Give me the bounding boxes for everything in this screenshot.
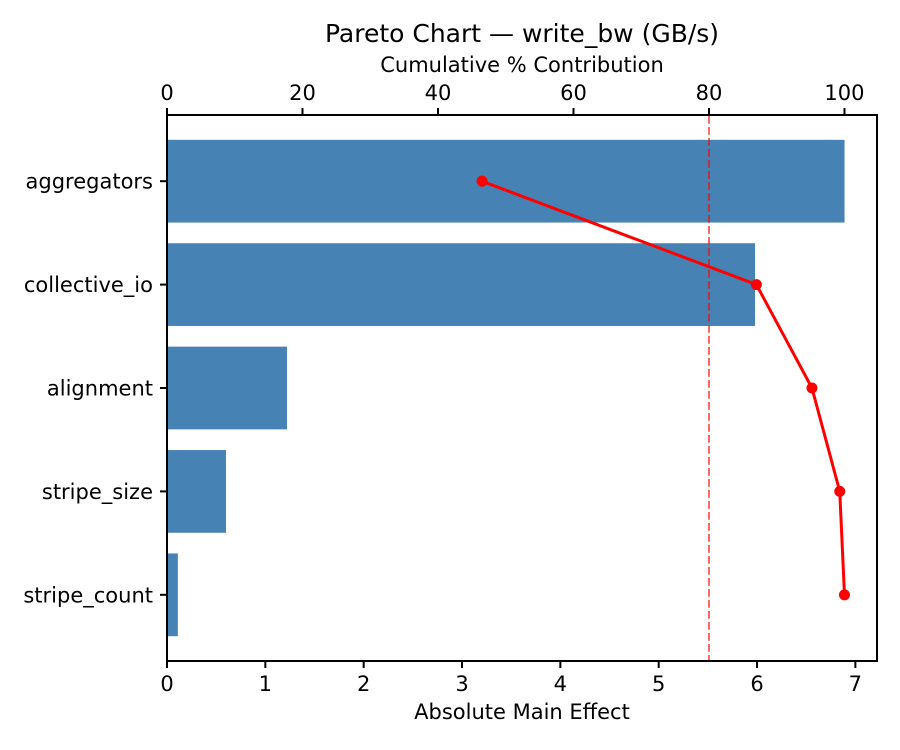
bottom-axis-title: Absolute Main Effect (414, 700, 630, 724)
bar-aggregators (167, 139, 845, 223)
bar-collective_io (167, 243, 756, 326)
y-axis-label-stripe_size: stripe_size (42, 480, 153, 505)
bottom-axis-tick-label: 0 (160, 672, 173, 696)
top-axis-tick-label: 100 (824, 81, 864, 105)
bar-alignment (167, 346, 287, 430)
cumulative-marker-collective_io (750, 279, 762, 291)
cumulative-marker-aggregators (476, 175, 488, 187)
bottom-axis-tick-label: 3 (455, 672, 468, 696)
cumulative-marker-stripe_count (838, 589, 850, 601)
bottom-axis-tick-label: 4 (554, 672, 567, 696)
top-axis-tick-label: 60 (560, 81, 587, 105)
top-axis-tick-label: 0 (160, 81, 173, 105)
bottom-axis-tick-label: 5 (652, 672, 665, 696)
bottom-axis-tick-label: 7 (849, 672, 862, 696)
cumulative-marker-stripe_size (834, 485, 846, 497)
y-axis-label-stripe_count: stripe_count (23, 583, 153, 608)
bottom-axis-tick-label: 6 (750, 672, 763, 696)
y-axis-label-alignment: alignment (47, 377, 153, 401)
top-axis-tick-label: 20 (289, 81, 316, 105)
top-axis-tick-label: 80 (696, 81, 723, 105)
bar-stripe_count (167, 553, 178, 637)
y-axis-label-aggregators: aggregators (26, 170, 153, 194)
top-axis-title: Cumulative % Contribution (380, 53, 664, 77)
chart-title: Pareto Chart — write_bw (GB/s) (324, 19, 720, 48)
top-axis-tick-label: 40 (425, 81, 452, 105)
bottom-axis-tick-label: 2 (357, 672, 370, 696)
cumulative-marker-alignment (806, 382, 818, 394)
y-axis-label-collective_io: collective_io (24, 273, 153, 298)
bar-stripe_size (167, 450, 227, 533)
bottom-axis-tick-label: 1 (259, 672, 272, 696)
